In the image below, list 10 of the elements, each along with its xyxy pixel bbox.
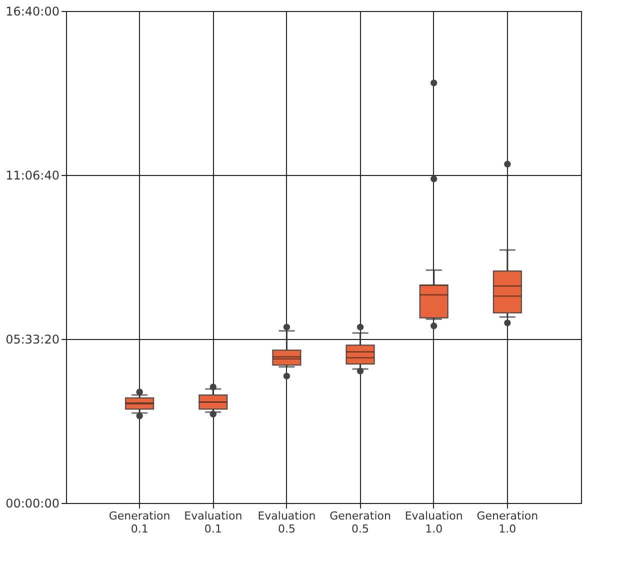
y-tick-label: 16:40:00 [6,4,60,18]
x-tick-label: Generation 0.5 [330,510,391,536]
x-tick-label: Generation 0.1 [108,510,170,536]
x-tick-label: Evaluation 1.0 [404,510,463,536]
y-tick-label: 00:00:00 [6,496,60,510]
y-tick-label: 11:06:40 [6,168,60,182]
x-tick-label: Generation 1.0 [476,510,538,536]
y-tick-label: 05:33:20 [6,332,60,346]
x-tick-label: Evaluation 0.1 [184,510,242,536]
x-tick-label: Evaluation 0.5 [258,510,316,536]
